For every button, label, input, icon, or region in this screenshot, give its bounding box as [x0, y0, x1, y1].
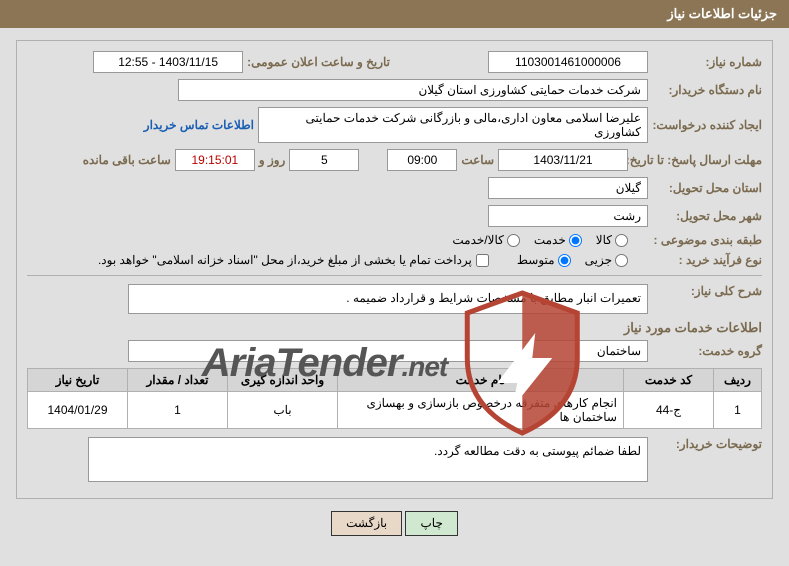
th-unit: واحد اندازه گیری [228, 369, 338, 392]
radio-goods[interactable]: کالا [596, 233, 628, 247]
service-group-label: گروه خدمت: [652, 344, 762, 358]
need-number-value: 1103001461000006 [488, 51, 648, 73]
radio-minor[interactable]: جزیی [585, 253, 628, 267]
remaining-label: ساعت باقی مانده [83, 153, 171, 167]
buyer-contact-link[interactable]: اطلاعات تماس خریدار [144, 118, 254, 132]
city-value: رشت [488, 205, 648, 227]
table-header-row: ردیف کد خدمت نام خدمت واحد اندازه گیری ت… [28, 369, 762, 392]
th-date: تاریخ نیاز [28, 369, 128, 392]
category-radio-group: کالا خدمت کالا/خدمت [452, 233, 628, 247]
treasury-checkbox[interactable] [476, 254, 489, 267]
print-button[interactable]: چاپ [405, 511, 457, 536]
main-fieldset: شماره نیاز: 1103001461000006 تاریخ و ساع… [16, 40, 773, 499]
province-value: گیلان [488, 177, 648, 199]
services-info-label: اطلاعات خدمات مورد نیاز [27, 320, 762, 336]
radio-medium[interactable]: متوسط [517, 253, 571, 267]
cell-qty: 1 [128, 392, 228, 429]
buyer-org-value: شرکت خدمات حمایتی کشاورزی استان گیلان [178, 79, 648, 101]
deadline-date-value: 1403/11/21 [498, 149, 628, 171]
cell-unit: باب [228, 392, 338, 429]
radio-both[interactable]: کالا/خدمت [452, 233, 519, 247]
th-row: ردیف [714, 369, 762, 392]
need-desc-label: شرح کلی نیاز: [652, 284, 762, 298]
button-row: چاپ بازگشت [16, 511, 773, 536]
cell-row: 1 [714, 392, 762, 429]
days-value: 5 [289, 149, 359, 171]
table-row: 1 ج-44 انجام کارهای متفرقه درخصوص بازساز… [28, 392, 762, 429]
page-title: جزئیات اطلاعات نیاز [667, 6, 777, 21]
page-header: جزئیات اطلاعات نیاز [0, 0, 789, 28]
announce-date-label: تاریخ و ساعت اعلان عمومی: [247, 55, 390, 69]
announce-date-value: 1403/11/15 - 12:55 [93, 51, 243, 73]
time-label: ساعت [461, 153, 494, 167]
treasury-checkbox-row[interactable]: پرداخت تمام یا بخشی از مبلغ خرید،از محل … [98, 253, 489, 267]
process-label: نوع فرآیند خرید : [632, 253, 762, 267]
buyer-notes-label: توضیحات خریدار: [652, 437, 762, 451]
deadline-time-value: 09:00 [387, 149, 457, 171]
service-group-value: ساختمان [128, 340, 648, 362]
buyer-org-label: نام دستگاه خریدار: [652, 83, 762, 97]
province-label: استان محل تحویل: [652, 181, 762, 195]
category-label: طبقه بندی موضوعی : [632, 233, 762, 247]
countdown-value: 19:15:01 [175, 149, 255, 171]
treasury-text: پرداخت تمام یا بخشی از مبلغ خرید،از محل … [98, 253, 472, 267]
cell-name: انجام کارهای متفرقه درخصوص بازسازی و بهس… [338, 392, 624, 429]
content-area: شماره نیاز: 1103001461000006 تاریخ و ساع… [0, 28, 789, 548]
days-and-label: روز و [259, 153, 286, 167]
cell-code: ج-44 [624, 392, 714, 429]
city-label: شهر محل تحویل: [652, 209, 762, 223]
deadline-label: مهلت ارسال پاسخ: تا تاریخ: [632, 153, 762, 167]
buyer-notes-value: لطفا ضمائم پیوستی به دقت مطالعه گردد. [88, 437, 648, 482]
radio-service[interactable]: خدمت [534, 233, 582, 247]
th-name: نام خدمت [338, 369, 624, 392]
requester-label: ایجاد کننده درخواست: [652, 118, 762, 132]
back-button[interactable]: بازگشت [331, 511, 402, 536]
th-qty: تعداد / مقدار [128, 369, 228, 392]
th-code: کد خدمت [624, 369, 714, 392]
services-table: ردیف کد خدمت نام خدمت واحد اندازه گیری ت… [27, 368, 762, 429]
cell-date: 1404/01/29 [28, 392, 128, 429]
need-desc-value: تعمیرات انبار مطابق با مشخصات شرایط و قر… [128, 284, 648, 314]
need-number-label: شماره نیاز: [652, 55, 762, 69]
process-radio-group: جزیی متوسط [517, 253, 628, 267]
requester-value: علیرضا اسلامی معاون اداری،مالی و بازرگان… [258, 107, 648, 143]
